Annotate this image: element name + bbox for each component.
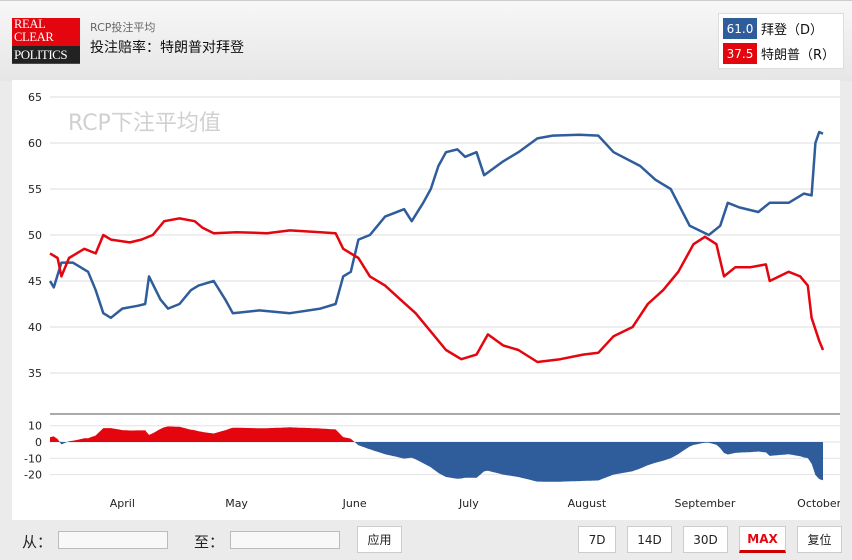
y-tick-label: 45 — [28, 275, 42, 288]
header: REAL CLEAR POLITICS RCP投注平均 投注赔率：特朗普对拜登 61… — [0, 0, 852, 81]
y-tick-label: 50 — [28, 229, 42, 242]
spread-tick-label: 10 — [28, 420, 42, 433]
from-date-input[interactable] — [58, 531, 168, 549]
legend-value: 37.5 — [723, 43, 757, 64]
y-tick-label: 60 — [28, 137, 42, 150]
chart[interactable]: RCP下注平均值 35 40 45 50 55 60 65 10 0 -10 -20 April May J… — [12, 80, 840, 520]
chart-panel: RCP下注平均值 35 40 45 50 55 60 65 10 0 -10 -20 April May J… — [12, 80, 840, 520]
to-label: 至： — [194, 533, 225, 551]
spread-tick-label: -20 — [24, 469, 42, 482]
range-14d-button[interactable]: 14D — [627, 526, 672, 553]
range-controls: 从： 至： 应用 7D 14D 30D MAX 复位 — [0, 520, 852, 560]
x-tick-label: September — [675, 497, 736, 510]
chart-subtitle: RCP投注平均 — [90, 21, 156, 34]
from-label: 从： — [22, 533, 53, 551]
legend-label: 拜登（D） — [761, 23, 824, 38]
x-tick-label: August — [568, 497, 607, 510]
legend: 61.0 拜登（D） 37.5 特朗普（R） — [718, 13, 844, 69]
range-30d-button[interactable]: 30D — [683, 526, 728, 553]
x-tick-label: June — [342, 497, 367, 510]
spread-tick-label: -10 — [24, 452, 42, 465]
chart-title: 投注赔率：特朗普对拜登 — [90, 40, 244, 56]
range-max-button[interactable]: MAX — [739, 526, 786, 553]
x-tick-label: April — [110, 497, 135, 510]
range-7d-button[interactable]: 7D — [578, 526, 616, 553]
legend-label: 特朗普（R） — [761, 48, 836, 63]
biden-lead-area — [50, 442, 823, 482]
legend-trump: 37.5 特朗普（R） — [723, 43, 835, 64]
x-tick-label: May — [225, 497, 248, 510]
reset-button[interactable]: 复位 — [797, 526, 842, 553]
y-tick-label: 55 — [28, 183, 42, 196]
y-tick-label: 65 — [28, 91, 42, 104]
y-tick-label: 35 — [28, 367, 42, 380]
legend-biden: 61.0 拜登（D） — [723, 18, 823, 39]
x-tick-label: July — [458, 497, 479, 510]
spread-tick-label: 0 — [35, 436, 42, 449]
trump-line — [49, 217, 825, 364]
rcp-logo: REAL CLEAR POLITICS — [12, 18, 80, 64]
y-tick-label: 40 — [28, 321, 42, 334]
legend-value: 61.0 — [723, 18, 757, 39]
watermark: RCP下注平均值 — [68, 111, 221, 136]
apply-button[interactable]: 应用 — [357, 526, 402, 553]
x-tick-label: October — [797, 497, 840, 510]
trump-lead-area — [50, 426, 823, 442]
biden-line — [48, 130, 824, 320]
to-date-input[interactable] — [230, 531, 340, 549]
